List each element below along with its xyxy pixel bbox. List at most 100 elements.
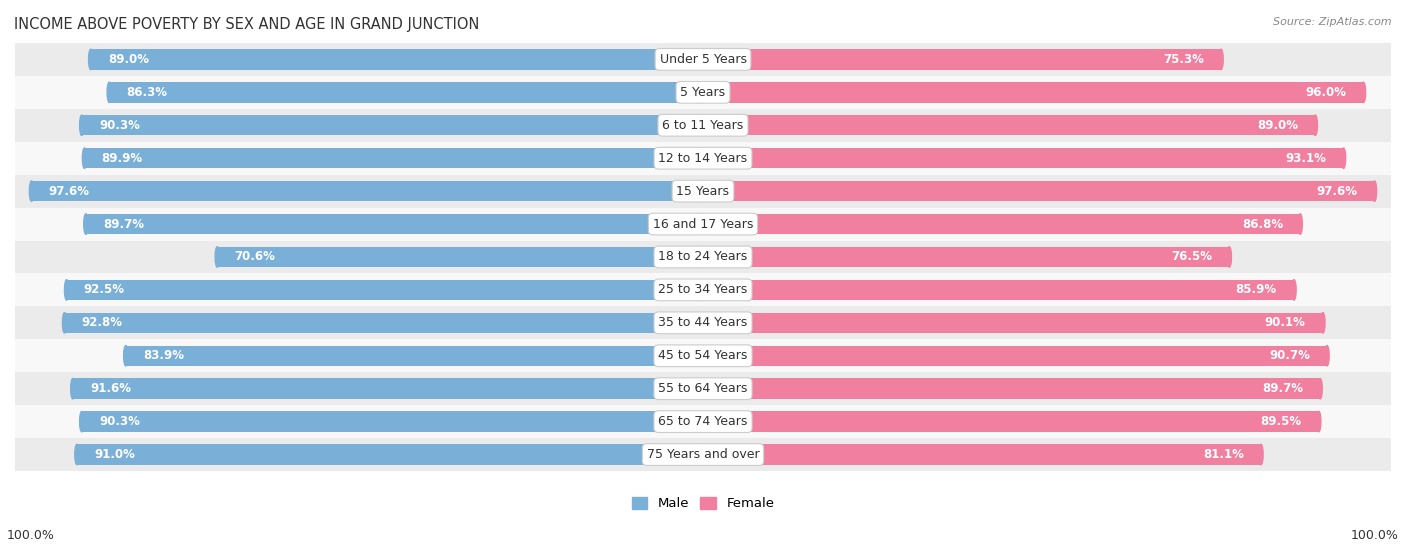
Circle shape (700, 312, 706, 333)
Bar (15, 240, 1391, 273)
Bar (218, 247, 703, 267)
Circle shape (80, 115, 84, 135)
Circle shape (1317, 378, 1322, 399)
Circle shape (65, 280, 69, 300)
Circle shape (1316, 411, 1320, 432)
Circle shape (700, 181, 706, 201)
Text: 93.1%: 93.1% (1285, 151, 1326, 165)
Text: 76.5%: 76.5% (1171, 250, 1212, 263)
Text: 16 and 17 Years: 16 and 17 Years (652, 217, 754, 230)
Text: 89.9%: 89.9% (101, 151, 143, 165)
Bar (15, 109, 1391, 142)
Circle shape (1361, 82, 1365, 102)
Circle shape (84, 214, 89, 234)
Circle shape (700, 214, 706, 234)
Circle shape (700, 280, 706, 300)
Circle shape (700, 214, 706, 234)
Circle shape (215, 247, 219, 267)
Bar (703, 411, 1319, 432)
Circle shape (75, 444, 79, 465)
Bar (90, 49, 703, 70)
Text: 15 Years: 15 Years (676, 184, 730, 198)
Text: 45 to 54 Years: 45 to 54 Years (658, 349, 748, 362)
Circle shape (700, 49, 706, 70)
Text: 97.6%: 97.6% (1316, 184, 1357, 198)
Bar (703, 280, 1294, 300)
Bar (15, 174, 1391, 207)
Circle shape (1320, 312, 1324, 333)
Text: Source: ZipAtlas.com: Source: ZipAtlas.com (1274, 17, 1392, 27)
Bar (77, 444, 703, 465)
Circle shape (30, 181, 34, 201)
Circle shape (1292, 280, 1296, 300)
Circle shape (70, 378, 75, 399)
Bar (15, 142, 1391, 174)
Text: 90.1%: 90.1% (1265, 316, 1306, 329)
Circle shape (1324, 345, 1329, 366)
Bar (15, 405, 1391, 438)
Circle shape (700, 444, 706, 465)
Text: 65 to 74 Years: 65 to 74 Years (658, 415, 748, 428)
Legend: Male, Female: Male, Female (626, 492, 780, 516)
Circle shape (1313, 115, 1317, 135)
Circle shape (83, 148, 87, 168)
Bar (15, 273, 1391, 306)
Bar (65, 312, 703, 333)
Text: 90.7%: 90.7% (1270, 349, 1310, 362)
Text: 90.3%: 90.3% (98, 415, 139, 428)
Circle shape (80, 411, 84, 432)
Text: 100.0%: 100.0% (7, 529, 55, 542)
Bar (84, 148, 703, 168)
Bar (110, 82, 703, 102)
Circle shape (1227, 247, 1232, 267)
Bar (15, 372, 1391, 405)
Bar (15, 207, 1391, 240)
Circle shape (700, 345, 706, 366)
Text: INCOME ABOVE POVERTY BY SEX AND AGE IN GRAND JUNCTION: INCOME ABOVE POVERTY BY SEX AND AGE IN G… (14, 17, 479, 32)
Text: 89.7%: 89.7% (103, 217, 143, 230)
Circle shape (700, 312, 706, 333)
Text: 89.0%: 89.0% (1257, 119, 1298, 132)
Bar (31, 181, 703, 201)
Bar (703, 444, 1261, 465)
Text: 89.0%: 89.0% (108, 53, 149, 66)
Text: 91.6%: 91.6% (90, 382, 131, 395)
Circle shape (700, 148, 706, 168)
Circle shape (700, 115, 706, 135)
Circle shape (1298, 214, 1302, 234)
Bar (703, 247, 1229, 267)
Circle shape (700, 378, 706, 399)
Text: 92.5%: 92.5% (84, 283, 125, 296)
Bar (703, 82, 1364, 102)
Bar (703, 312, 1323, 333)
Bar (82, 115, 703, 135)
Bar (703, 148, 1344, 168)
Text: 6 to 11 Years: 6 to 11 Years (662, 119, 744, 132)
Text: 70.6%: 70.6% (235, 250, 276, 263)
Text: 86.3%: 86.3% (127, 86, 167, 99)
Circle shape (700, 345, 706, 366)
Text: 55 to 64 Years: 55 to 64 Years (658, 382, 748, 395)
Circle shape (1258, 444, 1263, 465)
Circle shape (1372, 181, 1376, 201)
Circle shape (700, 148, 706, 168)
Bar (703, 49, 1220, 70)
Circle shape (700, 247, 706, 267)
Text: 75 Years and over: 75 Years and over (647, 448, 759, 461)
Bar (73, 378, 703, 399)
Text: 97.6%: 97.6% (49, 184, 90, 198)
Text: 35 to 44 Years: 35 to 44 Years (658, 316, 748, 329)
Circle shape (1341, 148, 1346, 168)
Bar (703, 378, 1320, 399)
Circle shape (700, 411, 706, 432)
Circle shape (89, 49, 93, 70)
Bar (703, 345, 1327, 366)
Circle shape (1219, 49, 1223, 70)
Text: 5 Years: 5 Years (681, 86, 725, 99)
Text: 92.8%: 92.8% (82, 316, 122, 329)
Text: 75.3%: 75.3% (1163, 53, 1204, 66)
Bar (15, 76, 1391, 109)
Circle shape (62, 312, 66, 333)
Circle shape (107, 82, 111, 102)
Text: 81.1%: 81.1% (1204, 448, 1244, 461)
